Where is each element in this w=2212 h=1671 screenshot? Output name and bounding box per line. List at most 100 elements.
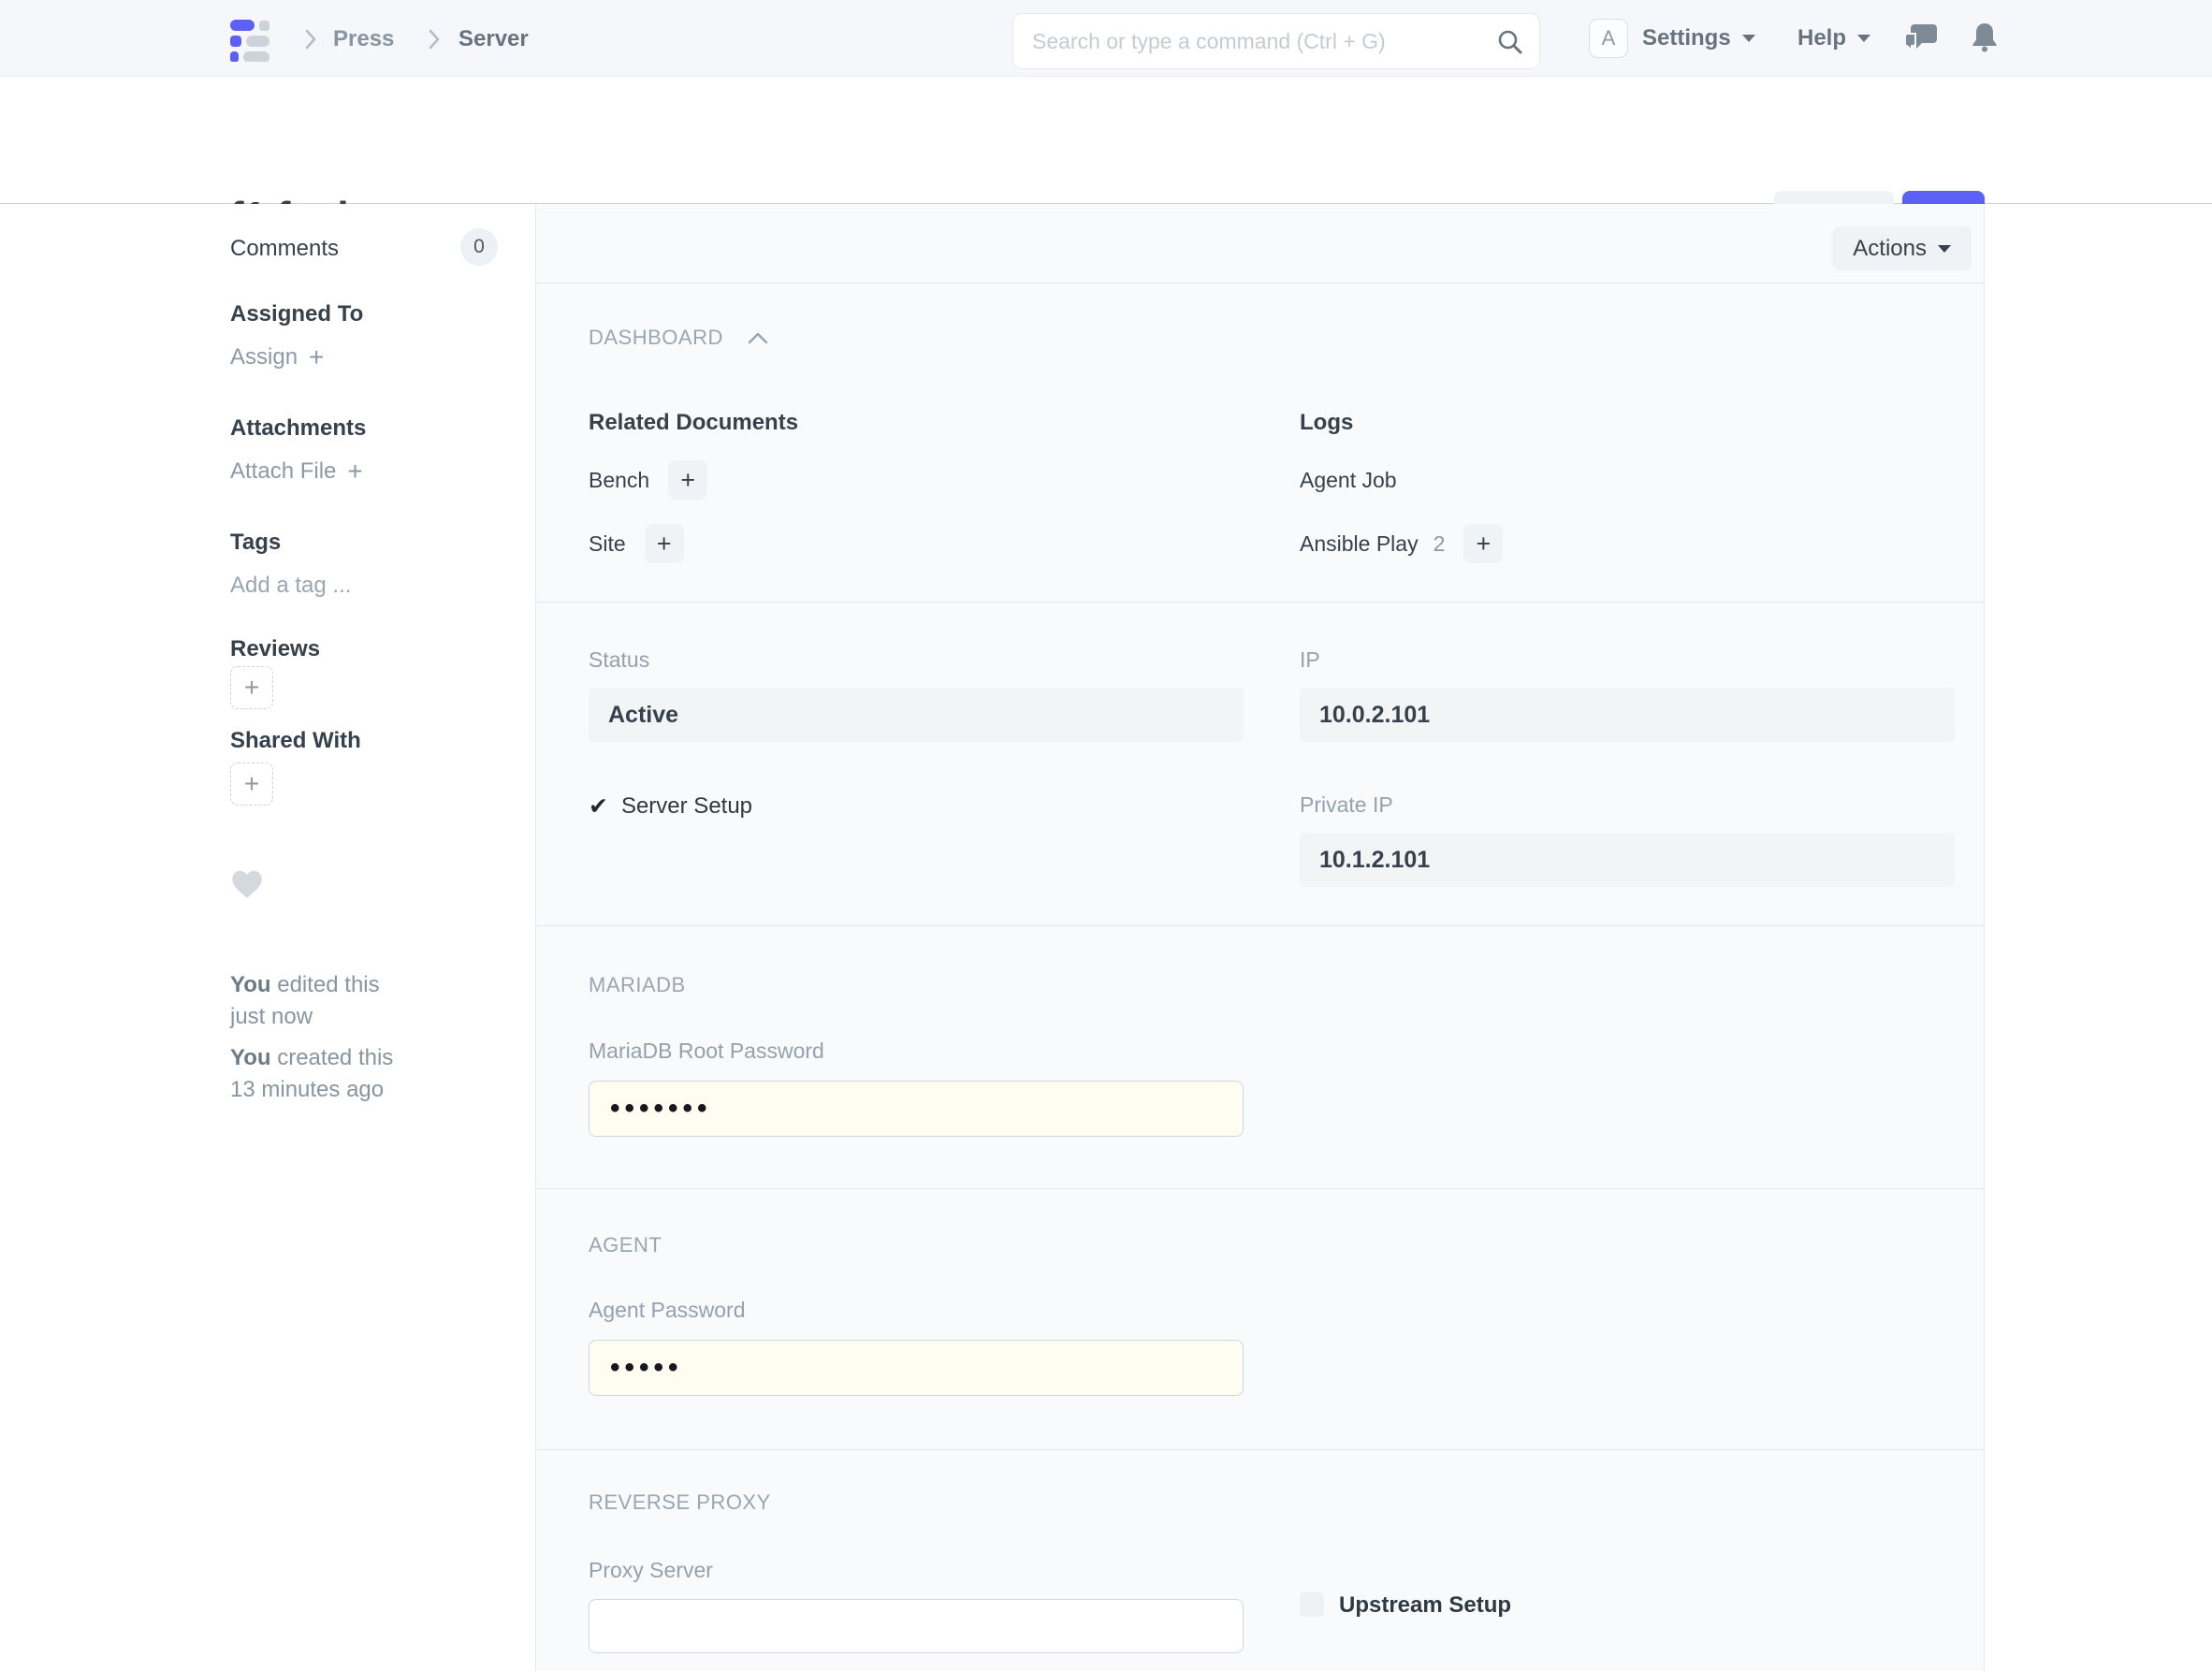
assigned-to-heading: Assigned To <box>230 301 364 327</box>
edited-user: You <box>230 972 271 997</box>
chevron-right-icon <box>305 29 316 50</box>
site-link[interactable]: Site <box>589 530 626 556</box>
upstream-setup-label: Upstream Setup <box>1339 1592 1512 1618</box>
search-icon[interactable] <box>1496 28 1524 56</box>
caret-down-icon <box>1741 35 1755 42</box>
ip-column: IP 10.0.2.101 Private IP 10.1.2.101 <box>1300 647 1955 887</box>
shared-with-heading: Shared With <box>230 728 361 753</box>
proxy-server-input[interactable] <box>589 1599 1244 1653</box>
tags-heading: Tags <box>230 530 282 555</box>
masked-password-text: ••••••• <box>610 1093 712 1124</box>
attach-file-label: Attach File <box>230 458 337 484</box>
edited-info: You edited this just now <box>230 969 511 1033</box>
server-setup-label: Server Setup <box>620 793 753 819</box>
notification-bell-icon[interactable] <box>1972 22 1998 52</box>
agent-password-input[interactable]: ••••• <box>589 1340 1244 1396</box>
form-layout: Actions DASHBOARD Related Documents <box>536 204 1985 1671</box>
related-doc-row-site: Site + <box>589 524 1244 563</box>
check-icon: ✔ <box>589 793 608 820</box>
chat-icon[interactable] <box>1905 22 1939 54</box>
form-toolbar: Actions <box>536 204 1985 283</box>
plus-icon: + <box>243 769 260 798</box>
attach-file-button[interactable]: Attach File + <box>230 458 363 485</box>
ip-field-value: 10.0.2.101 <box>1300 688 1955 742</box>
edited-action: edited this <box>277 972 380 997</box>
actions-button-label: Actions <box>1853 235 1927 261</box>
add-review-button[interactable]: + <box>230 666 273 709</box>
reviews-heading: Reviews <box>230 636 321 661</box>
search-input[interactable] <box>1032 14 1500 68</box>
chevron-right-icon <box>429 29 440 50</box>
private-ip-field-label: Private IP <box>1300 792 1393 817</box>
content-area: Comments 0 Assigned To Assign + Attachme… <box>0 204 2212 1671</box>
server-setup-checkbox[interactable]: ✔ Server Setup <box>589 792 1244 821</box>
plus-icon: + <box>1476 529 1492 558</box>
app-logo-icon[interactable] <box>230 17 275 62</box>
comments-label: Comments <box>230 236 340 261</box>
breadcrumb-item-press[interactable]: Press <box>333 26 395 51</box>
navbar: Press Server A Settings Help <box>0 0 2212 77</box>
related-doc-row-bench: Bench + <box>589 460 1244 500</box>
status-field-label: Status <box>589 647 650 672</box>
proxy-server-column: Proxy Server <box>589 1558 1244 1653</box>
status-value-text: Active <box>608 701 679 728</box>
attachments-heading: Attachments <box>230 415 367 441</box>
bench-link[interactable]: Bench <box>589 467 650 492</box>
edited-when: just now <box>230 1004 313 1029</box>
dashboard-heading: DASHBOARD <box>589 326 723 349</box>
actions-button[interactable]: Actions <box>1832 226 1972 270</box>
status-column: Status Active ✔ Server Setup <box>589 647 1244 887</box>
add-site-button[interactable]: + <box>644 524 684 563</box>
related-documents-column: Related Documents Bench + Site + <box>589 410 1244 563</box>
add-bench-button[interactable]: + <box>668 460 708 500</box>
status-section: Status Active ✔ Server Setup IP 10.0.2.1… <box>536 603 1985 926</box>
assign-label: Assign <box>230 344 298 370</box>
plus-icon: + <box>680 465 696 494</box>
help-menu[interactable]: Help <box>1797 25 1871 51</box>
mariadb-root-password-label: MariaDB Root Password <box>589 1039 824 1063</box>
ip-value-text: 10.0.2.101 <box>1319 701 1431 728</box>
dashboard-section: DASHBOARD Related Documents Bench + <box>536 283 1985 603</box>
mariadb-section: MARIADB MariaDB Root Password ••••••• <box>536 926 1985 1189</box>
reverse-proxy-heading: REVERSE PROXY <box>589 1490 771 1514</box>
ip-field-label: IP <box>1300 647 1320 672</box>
like-heart-icon[interactable] <box>230 868 264 900</box>
proxy-server-label: Proxy Server <box>589 1558 713 1582</box>
ansible-play-link[interactable]: Ansible Play <box>1300 530 1419 556</box>
global-search <box>1012 13 1540 69</box>
logs-heading: Logs <box>1300 410 1354 435</box>
help-label: Help <box>1797 25 1847 51</box>
agent-heading: AGENT <box>589 1233 662 1257</box>
avatar-letter: A <box>1601 26 1616 50</box>
logs-column: Logs Agent Job Ansible Play 2 + <box>1300 410 1955 563</box>
agent-section: AGENT Agent Password ••••• <box>536 1189 1985 1450</box>
created-user: You <box>230 1045 271 1070</box>
add-ansible-play-button[interactable]: + <box>1463 524 1504 563</box>
caret-down-icon <box>1857 35 1871 42</box>
upstream-setup-checkbox[interactable] <box>1300 1592 1324 1617</box>
assign-button[interactable]: Assign + <box>230 344 324 371</box>
plus-icon: + <box>347 457 363 486</box>
created-when: 13 minutes ago <box>230 1077 385 1102</box>
log-row-agent-job: Agent Job <box>1300 460 1955 500</box>
settings-menu[interactable]: Settings <box>1642 25 1755 51</box>
breadcrumb-item-server[interactable]: Server <box>458 26 529 51</box>
created-info: You created this 13 minutes ago <box>230 1042 511 1106</box>
share-button[interactable]: + <box>230 763 273 806</box>
comments-count-badge: 0 <box>460 228 498 266</box>
ansible-play-count: 2 <box>1433 530 1446 556</box>
settings-label: Settings <box>1642 25 1731 51</box>
private-ip-field-value: 10.1.2.101 <box>1300 833 1955 887</box>
dashboard-section-toggle[interactable]: DASHBOARD <box>589 326 1985 350</box>
related-documents-heading: Related Documents <box>589 410 799 435</box>
status-field-value: Active <box>589 688 1244 742</box>
mariadb-root-password-input[interactable]: ••••••• <box>589 1081 1244 1137</box>
avatar[interactable]: A <box>1589 19 1628 58</box>
add-tag-input[interactable]: Add a tag ... <box>230 573 351 599</box>
caret-down-icon <box>1938 244 1951 253</box>
agent-job-link[interactable]: Agent Job <box>1300 467 1397 492</box>
chevron-up-icon <box>748 332 768 344</box>
created-action: created this <box>277 1045 394 1070</box>
form-sidebar: Comments 0 Assigned To Assign + Attachme… <box>0 204 536 1671</box>
